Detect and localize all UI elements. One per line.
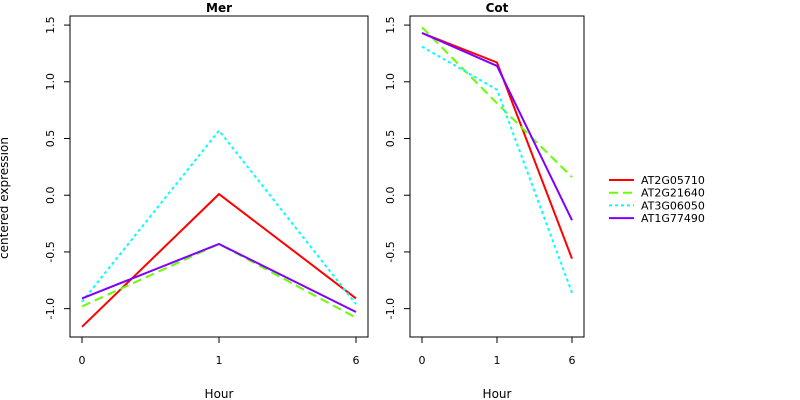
cot-panel-title: Cot: [486, 1, 509, 15]
cot-y-tick-label: 1.5: [384, 16, 397, 33]
cot-series-at2g05710: [421, 32, 573, 260]
cot-series-at3g06050: [421, 45, 573, 294]
mer-series-at2g21640: [81, 242, 357, 319]
mer-panel: Mer -1.0 -0.5 0.0 0.5 1.0 1.5 0 1 6 Hour: [44, 1, 369, 400]
cot-y-tick-label: -0.5: [384, 241, 397, 262]
cot-x-tick-label: 0: [419, 354, 426, 367]
legend-label-at2g21640: AT2G21640: [641, 187, 705, 200]
cot-y-tick-label: 1.0: [384, 73, 397, 91]
mer-x-axis-label: Hour: [205, 387, 234, 400]
mer-y-tick-label: -1.0: [44, 298, 57, 319]
mer-y-tick-label: 1.5: [44, 16, 57, 33]
legend-label-at3g06050: AT3G06050: [641, 199, 705, 212]
cot-y-tick-label: -1.0: [384, 298, 397, 319]
cot-x-axis-label: Hour: [483, 387, 512, 400]
mer-plot-frame: [69, 15, 369, 338]
mer-x-tick-label: 0: [79, 354, 86, 367]
y-axis-label: centered expression: [0, 137, 11, 259]
mer-y-tick-label: -0.5: [44, 241, 57, 262]
cot-x-tick-label: 1: [494, 354, 501, 367]
cot-x-tick-label: 6: [569, 354, 576, 367]
cot-y-tick-label: 0.5: [384, 130, 397, 148]
cot-y-tick-label: 0.0: [384, 186, 397, 204]
mer-y-tick-label: 0.0: [44, 186, 57, 204]
cot-series-at2g21640: [421, 26, 573, 178]
mer-series-at3g06050: [81, 128, 357, 305]
mer-x-tick-label: 1: [216, 354, 223, 367]
legend-label-at2g05710: AT2G05710: [641, 174, 705, 187]
mer-x-tick-label: 6: [353, 354, 360, 367]
legend-label-at1g77490: AT1G77490: [641, 212, 705, 225]
mer-panel-title: Mer: [206, 1, 232, 15]
cot-panel: Cot -1.0 -0.5 0.0 0.5 1.0 1.5 0 1 6 Hour: [384, 1, 585, 400]
mer-y-tick-label: 0.5: [44, 130, 57, 148]
mer-series-at2g05710: [81, 192, 357, 328]
mer-series-at1g77490: [81, 242, 357, 313]
mer-y-tick-label: 1.0: [44, 73, 57, 91]
cot-series-at1g77490: [421, 32, 573, 221]
